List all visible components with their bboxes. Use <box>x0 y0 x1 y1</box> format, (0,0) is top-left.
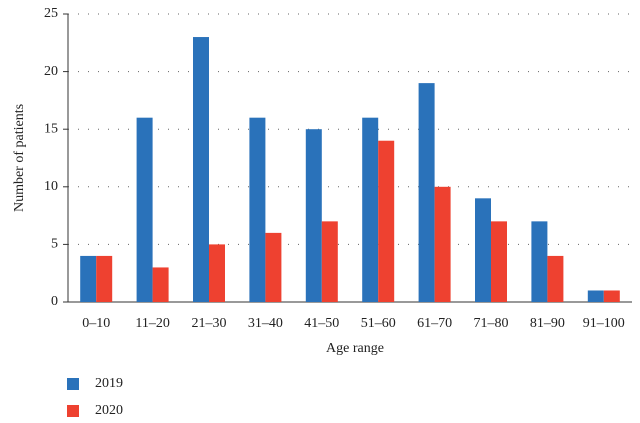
bar <box>321 221 338 302</box>
bar <box>96 255 113 302</box>
y-tick-label: 20 <box>44 64 58 79</box>
bar <box>547 255 564 302</box>
bar <box>434 186 451 302</box>
bar <box>475 198 491 302</box>
legend-swatch <box>67 405 79 417</box>
x-tick-label: 31–40 <box>248 316 283 331</box>
x-tick-label: 21–30 <box>192 316 227 331</box>
x-tick-label: 11–20 <box>135 316 169 331</box>
y-tick-label: 5 <box>51 237 58 252</box>
x-tick-label: 41–50 <box>304 316 339 331</box>
y-tick-label: 15 <box>44 121 58 136</box>
bar <box>603 290 620 302</box>
y-tick-label: 0 <box>51 294 58 309</box>
bar <box>152 267 169 302</box>
bar <box>491 221 507 302</box>
bar <box>209 244 225 302</box>
legend-label: 2020 <box>95 403 123 418</box>
bar <box>362 117 379 303</box>
y-axis-label: Number of patients <box>12 104 27 212</box>
x-tick-label: 61–70 <box>417 316 452 331</box>
bar <box>418 83 435 303</box>
bar <box>531 221 548 302</box>
y-tick-label: 25 <box>44 6 58 21</box>
x-tick-label: 0–10 <box>82 316 110 331</box>
bar <box>587 290 604 302</box>
x-axis-label: Age range <box>326 341 384 356</box>
bar <box>265 232 282 302</box>
bar <box>80 255 97 302</box>
bar <box>378 140 395 302</box>
x-tick-label: 71–80 <box>474 316 509 331</box>
bar <box>305 129 322 302</box>
bar <box>136 117 153 303</box>
x-tick-label: 81–90 <box>530 316 565 331</box>
x-tick-label: 91–100 <box>583 316 625 331</box>
x-tick-label: 51–60 <box>361 316 396 331</box>
bar <box>193 37 209 302</box>
bar <box>249 117 266 303</box>
legend-swatch <box>67 378 79 390</box>
y-tick-label: 10 <box>44 179 58 194</box>
legend-label: 2019 <box>95 376 123 391</box>
